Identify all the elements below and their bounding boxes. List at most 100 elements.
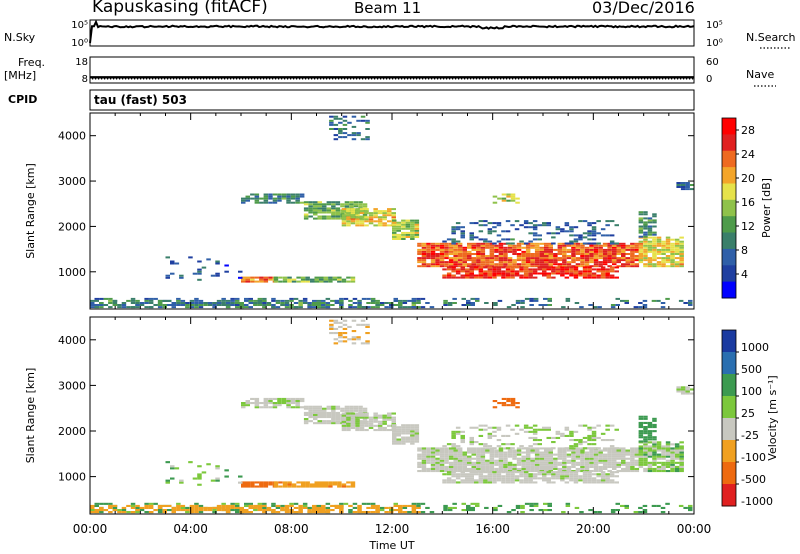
power-gate bbox=[470, 302, 475, 304]
velocity-gate bbox=[176, 502, 181, 505]
power-gate bbox=[430, 248, 436, 251]
power-gate bbox=[426, 244, 431, 247]
power-gate bbox=[462, 246, 467, 249]
velocity-gate bbox=[282, 481, 288, 484]
velocity-gate bbox=[580, 455, 585, 458]
velocity-gate bbox=[516, 457, 522, 460]
velocity-gate bbox=[348, 511, 353, 514]
power-gate bbox=[188, 256, 193, 259]
power-gate bbox=[368, 212, 374, 215]
velocity-gate bbox=[494, 467, 499, 470]
velocity-gate bbox=[188, 461, 193, 464]
power-gate bbox=[396, 227, 401, 230]
velocity-gate bbox=[528, 430, 533, 433]
power-gate bbox=[402, 306, 408, 309]
velocity-gate bbox=[108, 502, 113, 505]
velocity-gate bbox=[612, 449, 617, 452]
power-gate bbox=[466, 304, 471, 306]
velocity-gate bbox=[312, 506, 317, 509]
velocity-gate bbox=[207, 509, 213, 512]
velocity-gate bbox=[426, 457, 431, 460]
velocity-gate bbox=[244, 504, 249, 507]
velocity-gate bbox=[492, 481, 497, 484]
power-gate bbox=[377, 210, 383, 213]
power-gate bbox=[216, 299, 222, 302]
power-gate bbox=[602, 253, 608, 255]
velocity-gate bbox=[598, 459, 603, 462]
power-gate bbox=[638, 246, 644, 249]
power-gate bbox=[514, 228, 520, 231]
power-gate bbox=[323, 276, 328, 279]
power-gate bbox=[487, 232, 493, 235]
power-gate bbox=[487, 268, 493, 271]
velocity-gate bbox=[453, 465, 458, 468]
velocity-gate bbox=[99, 511, 104, 514]
velocity-gate bbox=[630, 463, 635, 466]
power-gate bbox=[457, 261, 463, 264]
velocity-gate bbox=[338, 332, 343, 335]
velocity-gate bbox=[607, 447, 612, 450]
velocity-gate bbox=[357, 506, 362, 509]
power-gate bbox=[189, 306, 195, 309]
power-gate bbox=[544, 265, 549, 268]
velocity-gate bbox=[580, 451, 585, 454]
power-gate bbox=[254, 195, 260, 198]
power-gate bbox=[351, 125, 357, 128]
power-gate bbox=[405, 219, 411, 222]
velocity-gate bbox=[544, 461, 549, 464]
power-gate bbox=[331, 205, 336, 208]
power-gate bbox=[421, 257, 427, 260]
power-gate bbox=[310, 280, 315, 283]
power-gate bbox=[108, 299, 113, 302]
power-gate bbox=[564, 222, 570, 225]
velocity-gate bbox=[530, 449, 535, 452]
power-gate bbox=[361, 306, 367, 309]
power-gate bbox=[460, 234, 465, 237]
velocity-gate bbox=[392, 434, 397, 437]
velocity-gate bbox=[580, 470, 585, 473]
velocity-gate bbox=[575, 463, 581, 466]
power-gate bbox=[661, 253, 666, 255]
noise-right-label: N.Search bbox=[746, 31, 796, 44]
power-gate bbox=[382, 214, 387, 217]
power-gate bbox=[609, 242, 615, 245]
power-gate bbox=[253, 302, 258, 304]
velocity-gate bbox=[580, 461, 585, 464]
velocity-gate bbox=[313, 407, 318, 410]
velocity-gate bbox=[512, 451, 517, 454]
velocity-gate bbox=[194, 506, 199, 509]
velocity-gate bbox=[651, 504, 657, 507]
power-gate bbox=[638, 257, 644, 260]
velocity-gate bbox=[338, 325, 343, 328]
power-gate bbox=[548, 257, 553, 260]
velocity-gate bbox=[379, 509, 385, 512]
power-gate bbox=[523, 276, 529, 279]
power-gate bbox=[295, 197, 300, 200]
velocity-gate bbox=[308, 413, 313, 416]
velocity-gate bbox=[584, 451, 590, 454]
power-gate bbox=[584, 246, 590, 249]
power-gate bbox=[562, 265, 567, 268]
power-gate bbox=[634, 259, 640, 262]
power-gate bbox=[553, 257, 558, 260]
velocity-gate bbox=[665, 447, 671, 450]
velocity-gate bbox=[313, 418, 318, 421]
velocity-gate bbox=[465, 475, 470, 478]
power-gate bbox=[170, 262, 175, 265]
power-gate bbox=[548, 242, 553, 245]
velocity-gate bbox=[341, 420, 347, 423]
power-gate bbox=[335, 215, 341, 218]
power-gate bbox=[609, 240, 615, 243]
power-gate bbox=[467, 263, 472, 266]
power-gate bbox=[600, 234, 606, 237]
velocity-gate bbox=[444, 449, 449, 452]
velocity-gate bbox=[544, 467, 549, 470]
velocity-gate bbox=[453, 453, 458, 456]
power-gate bbox=[521, 261, 526, 264]
velocity-gate bbox=[203, 506, 208, 509]
power-gate bbox=[430, 246, 436, 249]
velocity-gate bbox=[198, 511, 204, 514]
velocity-gate bbox=[485, 470, 490, 473]
power-gate bbox=[515, 197, 520, 200]
power-gate bbox=[307, 304, 312, 306]
